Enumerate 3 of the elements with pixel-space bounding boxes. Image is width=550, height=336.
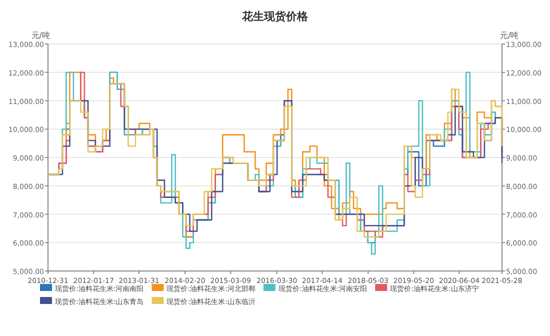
- y2-axis-title: 元/吨: [500, 31, 519, 40]
- y-axis-title: 元/吨: [31, 31, 50, 40]
- chart-title: 花生现货价格: [241, 10, 309, 23]
